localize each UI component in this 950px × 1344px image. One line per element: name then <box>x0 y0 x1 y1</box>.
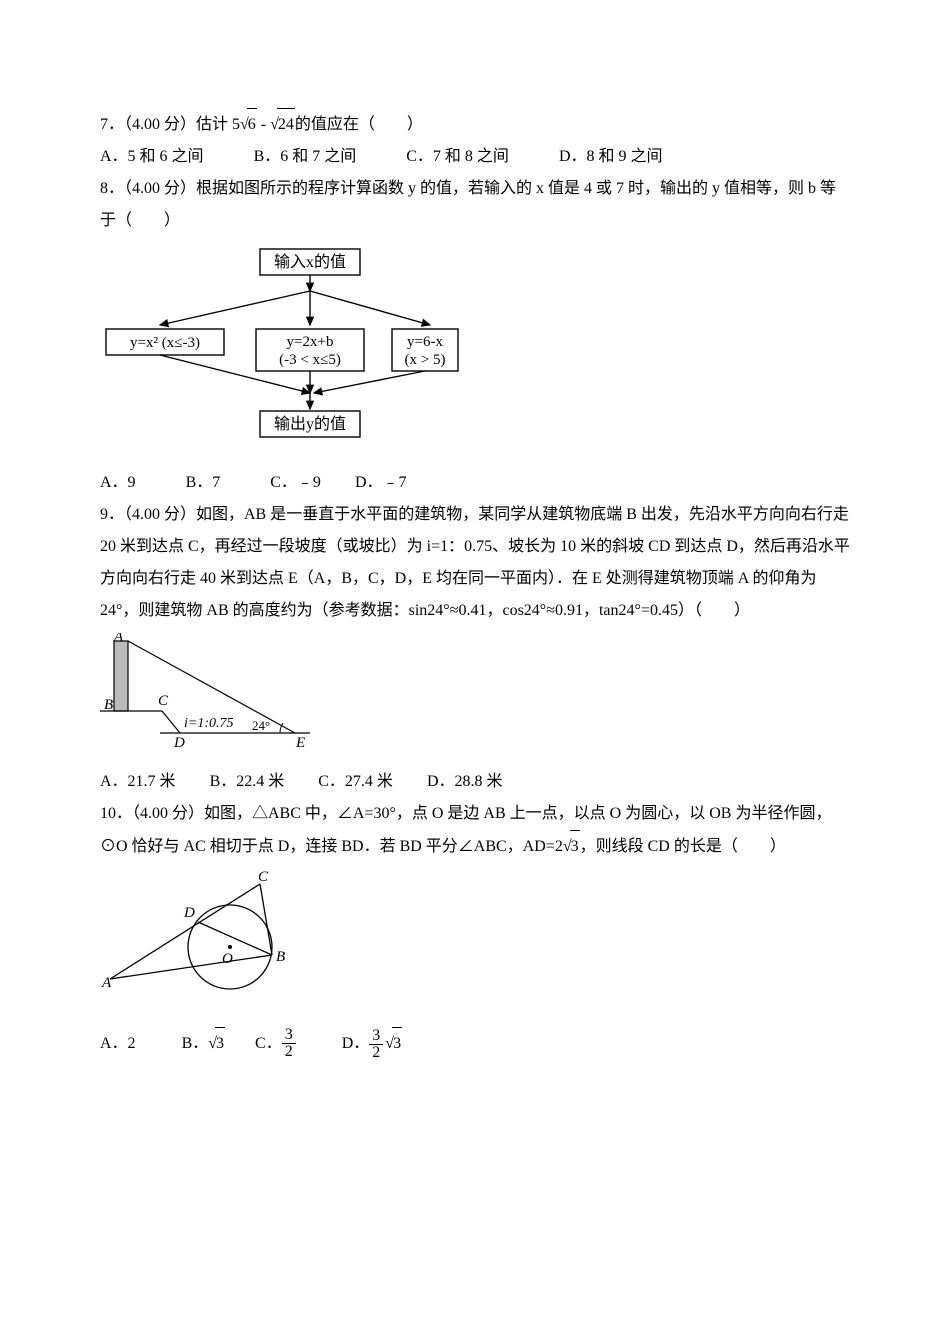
q8-opt-a: A．9 <box>100 467 136 499</box>
q9-options: A．21.7 米 B．22.4 米 C．27.4 米 D．28.8 米 <box>100 766 850 798</box>
svg-text:E: E <box>295 735 305 748</box>
q8-options: A．9 B．7 C．﹣9 D．﹣7 <box>100 467 850 499</box>
q9-stem: 9．（4.00 分）如图，AB 是一垂直于水平面的建筑物，某同学从建筑物底端 B… <box>100 499 850 627</box>
q10-opt-b: B．√3 <box>182 1027 225 1060</box>
q9-figure: A B C D E i=1:0.75 24° <box>100 633 850 760</box>
svg-text:A: A <box>113 633 124 645</box>
q10-stem: 10．（4.00 分）如图，△ABC 中，∠A=30°，点 O 是边 AB 上一… <box>100 798 850 863</box>
q8-opt-b: B．7 <box>186 467 221 499</box>
svg-text:C: C <box>258 869 269 885</box>
svg-text:B: B <box>276 949 285 965</box>
q10-opt-c: C．32 <box>255 1027 296 1060</box>
svg-text:24°: 24° <box>252 718 270 733</box>
q7-stem: 7．（4.00 分）估计 5√6 - √24的值应在（ ） <box>100 108 850 141</box>
q7-opt-b: B．6 和 7 之间 <box>254 141 357 173</box>
sqrt-3: √3 <box>563 830 580 863</box>
svg-text:A: A <box>101 975 112 991</box>
q9-opt-a: A．21.7 米 <box>100 766 176 798</box>
exam-page: 7．（4.00 分）估计 5√6 - √24的值应在（ ） A．5 和 6 之间… <box>0 0 950 1344</box>
flow-left: y=x² (x≤-3) <box>130 335 200 351</box>
svg-text:C: C <box>158 693 169 709</box>
q8-flowchart: 输入x的值 y=x² (x≤-3) y=2x+b (-3 < x≤5) y=6-… <box>100 243 850 455</box>
q10-stem-b: ，则线段 CD 的长是（ ） <box>580 838 786 855</box>
q9-opt-c: C．27.4 米 <box>318 766 393 798</box>
flow-mid-1: y=2x+b <box>287 334 334 350</box>
flow-right-2: (x > 5) <box>405 352 446 368</box>
q8-opt-c: C．﹣9 <box>270 467 321 499</box>
q7-stem-b: 的值应在（ ） <box>295 116 423 133</box>
q7-opt-a: A．5 和 6 之间 <box>100 141 204 173</box>
q10-opt-a: A．2 <box>100 1028 136 1060</box>
q7-opt-d: D．8 和 9 之间 <box>559 141 663 173</box>
q7-opt-c: C．7 和 8 之间 <box>406 141 509 173</box>
q9-opt-d: D．28.8 米 <box>427 766 503 798</box>
q7-options: A．5 和 6 之间 B．6 和 7 之间 C．7 和 8 之间 D．8 和 9… <box>100 141 850 173</box>
q7-mid: - <box>257 116 270 133</box>
svg-text:D: D <box>173 735 185 748</box>
sqrt-6: √6 <box>240 108 257 141</box>
q10-figure: A B C D O <box>100 869 850 1011</box>
q8-opt-d: D．﹣7 <box>355 467 407 499</box>
q8-stem: 8．（4.00 分）根据如图所示的程序计算函数 y 的值，若输入的 x 值是 4… <box>100 173 850 237</box>
svg-text:O: O <box>222 951 233 967</box>
q7-stem-a: 7．（4.00 分）估计 5 <box>100 116 240 133</box>
q10-opt-d: D．32√3 <box>342 1027 402 1061</box>
q10-options: A．2 B．√3 C．32 D．32√3 <box>100 1027 850 1061</box>
flow-mid-2: (-3 < x≤5) <box>279 352 341 368</box>
svg-text:i=1:0.75: i=1:0.75 <box>184 716 234 731</box>
q9-opt-b: B．22.4 米 <box>210 766 285 798</box>
flow-bottom: 输出y的值 <box>274 415 346 433</box>
flow-top: 输入x的值 <box>274 253 346 271</box>
sqrt-24: √24 <box>270 108 295 141</box>
svg-text:B: B <box>104 697 113 713</box>
svg-text:D: D <box>183 905 195 921</box>
flow-right-1: y=6-x <box>407 334 443 350</box>
